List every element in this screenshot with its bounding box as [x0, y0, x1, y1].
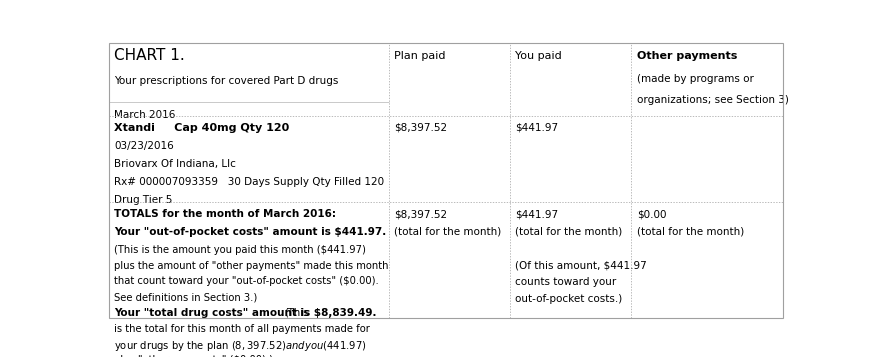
Text: (total for the month): (total for the month): [636, 226, 743, 236]
Text: TOTALS for the month of March 2016:: TOTALS for the month of March 2016:: [114, 209, 335, 219]
Text: (This: (This: [283, 308, 308, 318]
Text: out-of-pocket costs.): out-of-pocket costs.): [514, 294, 622, 304]
Text: Drug Tier 5: Drug Tier 5: [114, 195, 172, 205]
Text: Xtandi     Cap 40mg Qty 120: Xtandi Cap 40mg Qty 120: [114, 122, 289, 132]
Text: $441.97: $441.97: [514, 209, 558, 219]
Text: (total for the month): (total for the month): [514, 226, 622, 236]
Text: $0.00: $0.00: [636, 209, 666, 219]
Text: CHART 1.: CHART 1.: [114, 48, 185, 63]
Text: 03/23/2016: 03/23/2016: [114, 141, 174, 151]
Text: Plan paid: Plan paid: [394, 51, 445, 61]
Text: Other payments: Other payments: [636, 51, 736, 61]
Text: $441.97: $441.97: [514, 122, 558, 132]
Text: (This is the amount you paid this month ($441.97): (This is the amount you paid this month …: [114, 245, 366, 255]
Text: Your prescriptions for covered Part D drugs: Your prescriptions for covered Part D dr…: [114, 76, 338, 86]
Text: organizations; see Section 3): organizations; see Section 3): [636, 95, 787, 105]
Text: $8,397.52: $8,397.52: [394, 122, 447, 132]
Text: Your "total drug costs" amount is $8,839.49.: Your "total drug costs" amount is $8,839…: [114, 308, 376, 318]
Text: (total for the month): (total for the month): [394, 226, 501, 236]
Text: that count toward your "out-of-pocket costs" ($0.00).: that count toward your "out-of-pocket co…: [114, 276, 379, 286]
Text: counts toward your: counts toward your: [514, 277, 616, 287]
Text: Your "out-of-pocket costs" amount is $441.97.: Your "out-of-pocket costs" amount is $44…: [114, 227, 386, 237]
Text: See definitions in Section 3.): See definitions in Section 3.): [114, 292, 257, 302]
Text: Rx# 000007093359   30 Days Supply Qty Filled 120: Rx# 000007093359 30 Days Supply Qty Fill…: [114, 177, 384, 187]
Text: March 2016: March 2016: [114, 110, 176, 120]
Text: You paid: You paid: [514, 51, 561, 61]
Text: your drugs by the plan ($8,397.52) and you ($441.97): your drugs by the plan ($8,397.52) and y…: [114, 339, 366, 353]
Text: (made by programs or: (made by programs or: [636, 75, 753, 85]
Text: Briovarx Of Indiana, Llc: Briovarx Of Indiana, Llc: [114, 159, 235, 169]
Text: is the total for this month of all payments made for: is the total for this month of all payme…: [114, 323, 369, 333]
Text: $8,397.52: $8,397.52: [394, 209, 447, 219]
Text: (Of this amount, $441.97: (Of this amount, $441.97: [514, 260, 647, 270]
Text: plus the amount of "other payments" made this month: plus the amount of "other payments" made…: [114, 261, 388, 271]
Text: plus "other payments" ($0.00).): plus "other payments" ($0.00).): [114, 355, 273, 357]
